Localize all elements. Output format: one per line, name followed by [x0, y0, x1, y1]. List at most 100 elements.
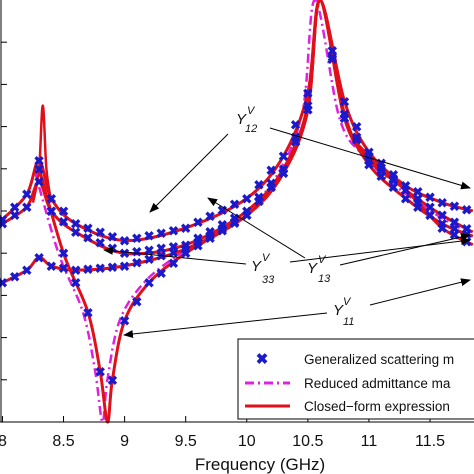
x-tick-label: 11.5: [415, 433, 445, 450]
marker-y13: ✖: [144, 243, 155, 258]
marker-y33: ✖: [83, 262, 94, 277]
marker-y13: ✖: [266, 176, 277, 191]
marker-y11: ✖: [107, 373, 118, 388]
marker-y12: ✖: [205, 209, 216, 224]
marker-y11: ✖: [339, 111, 350, 126]
marker-y11: ✖: [34, 162, 45, 177]
arrow-y13-a: [207, 197, 306, 259]
marker-y12: ✖: [229, 197, 240, 212]
marker-y11: ✖: [327, 52, 338, 67]
marker-y11: ✖: [229, 216, 240, 231]
marker-y33: ✖: [229, 215, 240, 230]
marker-y12: ✖: [9, 200, 20, 215]
marker-y33: ✖: [46, 259, 57, 274]
marker-y12: ✖: [95, 225, 106, 240]
legend-marker-symbol: ✖: [256, 351, 269, 368]
marker-y33: ✖: [437, 221, 448, 236]
marker-y11: ✖: [388, 172, 399, 187]
marker-y13: ✖: [0, 217, 8, 232]
marker-y12: ✖: [376, 156, 387, 171]
marker-y12: ✖: [388, 167, 399, 182]
marker-y12: ✖: [437, 196, 448, 211]
marker-y13: ✖: [95, 236, 106, 251]
marker-y33: ✖: [425, 208, 436, 223]
marker-y12: ✖: [107, 229, 118, 244]
marker-y12: ✖: [192, 215, 203, 230]
marker-y12: ✖: [425, 190, 436, 205]
marker-y13: ✖: [254, 190, 265, 205]
marker-y12: ✖: [339, 94, 350, 109]
arrow-y13-b: [339, 233, 471, 266]
marker-y11: ✖: [412, 191, 423, 206]
marker-y11: ✖: [70, 276, 81, 291]
y-ticks: [1, 41, 7, 381]
marker-y11: ✖: [461, 222, 472, 237]
legend-item-solid: Closed−form expression: [245, 399, 450, 414]
marker-y33: ✖: [278, 166, 289, 181]
marker-y33: ✖: [21, 263, 32, 278]
marker-y33: ✖: [131, 255, 142, 270]
marker-y12: ✖: [83, 221, 94, 236]
curve-y11-solid: [37, 0, 474, 424]
marker-y13: ✖: [290, 130, 301, 145]
marker-y13: ✖: [425, 208, 436, 223]
marker-y13: ✖: [229, 211, 240, 226]
annotation-y33-sub: 33: [262, 274, 275, 286]
marker-y33: ✖: [144, 252, 155, 267]
marker-y12: ✖: [168, 223, 179, 238]
marker-y33: ✖: [412, 196, 423, 211]
marker-y12: ✖: [412, 184, 423, 199]
marker-y13: ✖: [376, 169, 387, 184]
x-ticks: 8 8.5 9 9.5 10 10.5 11 11.5: [0, 416, 445, 450]
arrow-y33-a: [103, 246, 247, 265]
marker-y13: ✖: [327, 50, 338, 65]
marker-y11: ✖: [290, 134, 301, 149]
marker-y11: ✖: [241, 208, 252, 223]
x-tick-label: 10: [238, 433, 256, 450]
annotation-y12-main: Y: [236, 111, 247, 128]
marker-y13: ✖: [241, 204, 252, 219]
marker-y12: ✖: [156, 226, 167, 241]
marker-y33: ✖: [351, 132, 362, 147]
marker-y13: ✖: [192, 231, 203, 246]
marker-y12: ✖: [241, 191, 252, 206]
marker-y11: ✖: [302, 103, 313, 118]
marker-y33: ✖: [168, 245, 179, 260]
marker-y12: ✖: [266, 163, 277, 178]
marker-y33: ✖: [9, 269, 20, 284]
marker-y11: ✖: [376, 160, 387, 175]
marker-y12: ✖: [327, 44, 338, 59]
marker-y33: ✖: [363, 153, 374, 168]
marker-y12: ✖: [217, 203, 228, 218]
marker-y12: ✖: [70, 217, 81, 232]
annotation-y12-sub: 12: [245, 123, 257, 135]
legend-label-2: Closed−form expression: [304, 399, 450, 414]
marker-y13: ✖: [205, 224, 216, 239]
marker-y13: ✖: [388, 180, 399, 195]
marker-y13: ✖: [156, 241, 167, 256]
marker-y33: ✖: [241, 208, 252, 223]
marker-y33: ✖: [34, 250, 45, 265]
marker-y13: ✖: [278, 162, 289, 177]
marker-y13: ✖: [83, 230, 94, 245]
marker-y11: ✖: [363, 149, 374, 164]
marker-y11: ✖: [58, 246, 69, 261]
marker-y33: ✖: [180, 242, 191, 257]
marker-y33: ✖: [0, 276, 8, 291]
annotation-y11-sub: 11: [343, 316, 354, 328]
x-tick-label: 9.5: [175, 433, 197, 450]
marker-y13: ✖: [119, 246, 130, 261]
marker-y33: ✖: [156, 249, 167, 264]
annotation-y11-sup: V: [343, 296, 352, 308]
marker-y11: ✖: [254, 194, 265, 209]
marker-y33: ✖: [119, 259, 130, 274]
marker-y11: ✖: [266, 180, 277, 195]
legend-label-0: Generalized scattering m: [304, 352, 454, 367]
marker-y33: ✖: [400, 183, 411, 198]
arrow-y11-a: [123, 312, 328, 339]
marker-y13: ✖: [58, 215, 69, 230]
annotation-y13-sub: 13: [318, 273, 331, 285]
marker-y12: ✖: [278, 149, 289, 164]
annotation-y33-sup: V: [262, 252, 271, 264]
